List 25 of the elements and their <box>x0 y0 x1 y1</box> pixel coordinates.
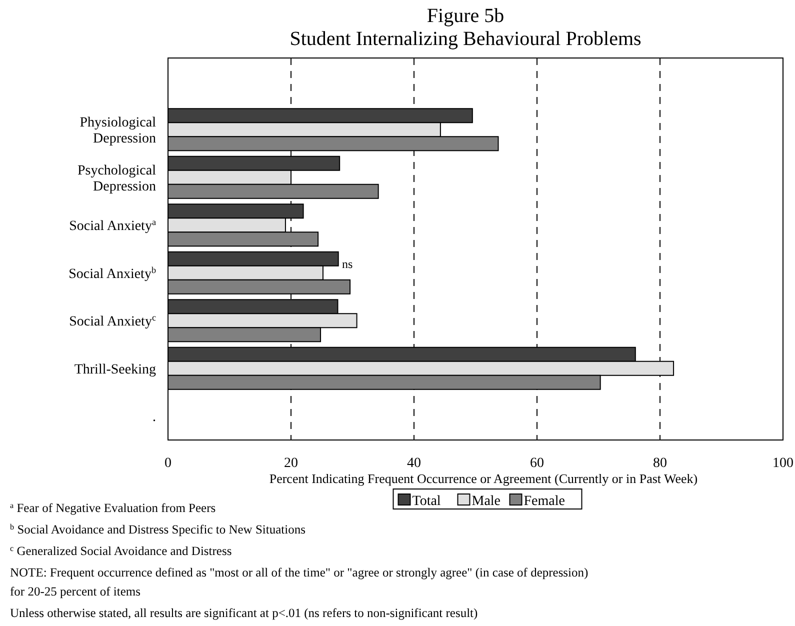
text: Unless otherwise stated, all results are significant at p<.01 (ns refers to non-significant result) <box>10 606 478 620</box>
text: NOTE: Frequent occurrence defined as "most or all of the time" or "agree or strongly agree" (in case of depression) for 20-25 percent of items <box>10 566 588 598</box>
legend-label: Female <box>524 494 565 509</box>
text: $^{c}$ Generalized Social Avoidance and Distress <box>10 544 232 558</box>
x-axis-title: Percent Indicating Frequent Occurrence or Agreement (Currently or in Past Week) <box>269 471 698 486</box>
legend-label: Total <box>412 494 441 509</box>
y-tick-label: Psychological Depression <box>77 163 156 194</box>
y-tick-label: Social Anxiety$^{b}$ <box>68 264 156 282</box>
x-tick-label: 0 <box>164 456 172 471</box>
y-tick-label: . <box>152 410 156 426</box>
chart-title: Figure 5b <box>426 5 504 27</box>
text: $^{a}$ Fear of Negative Evaluation from Peers <box>10 500 216 515</box>
x-tick-label: 100 <box>772 456 794 471</box>
y-tick-label: Physiological Depression <box>80 116 156 147</box>
annotation: ns <box>342 257 353 271</box>
y-tick-label: Social Anxiety$^{c}$ <box>69 312 156 330</box>
y-tick-label: Thrill-Seeking <box>74 362 156 378</box>
x-tick-label: 60 <box>530 456 544 471</box>
x-tick-label: 80 <box>653 456 667 471</box>
x-tick-label: 40 <box>407 456 421 471</box>
y-tick-label: Social Anxiety$^{a}$ <box>69 217 156 234</box>
x-tick-label: 20 <box>284 456 298 471</box>
chart-subtitle: Student Internalizing Behavioural Problems <box>290 28 642 50</box>
legend-label: Male <box>472 494 501 509</box>
text: $^{b}$ Social Avoidance and Distress Specific to New Situations <box>10 522 306 536</box>
